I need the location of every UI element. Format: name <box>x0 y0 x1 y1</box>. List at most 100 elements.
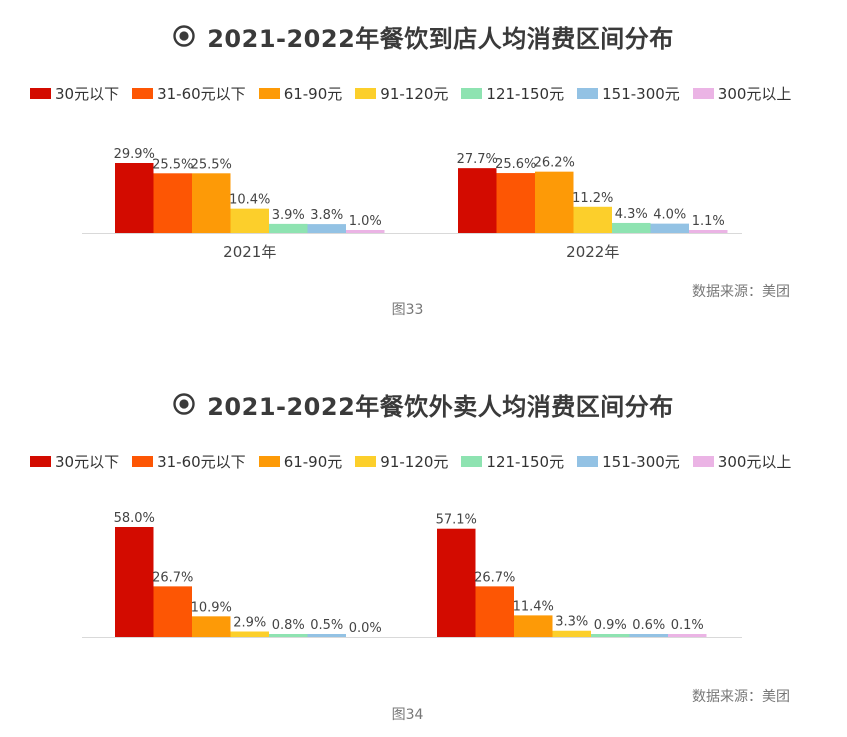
bar <box>535 171 574 233</box>
chart-legend: 30元以下 31-60元以下 61-90元 91-120元 121-150元 151-30… <box>30 451 804 471</box>
legend-item: 91-120元 <box>355 451 448 472</box>
category-label: 2022年 <box>566 243 619 261</box>
bar <box>552 630 591 637</box>
chart-title-row: 2021-2022年餐饮到店人均消费区间分布 <box>0 18 847 54</box>
chart-legend: 30元以下 31-60元以下 61-90元 91-120元 121-150元 151-30… <box>30 83 804 103</box>
legend-item: 31-60元以下 <box>132 451 246 472</box>
data-label: 11.4% <box>513 599 554 614</box>
legend-swatch <box>132 87 154 99</box>
data-label: 26.2% <box>534 156 575 171</box>
data-label: 1.1% <box>692 214 725 229</box>
legend-swatch <box>461 455 483 467</box>
legend-label: 151-300元 <box>602 84 680 103</box>
target-icon <box>173 393 195 415</box>
data-label: 11.2% <box>572 191 613 206</box>
legend-item: 300元以上 <box>692 83 792 104</box>
data-source: 数据来源：美团 <box>692 284 790 300</box>
chart-title: 2021-2022年餐饮到店人均消费区间分布 <box>207 24 674 53</box>
legend-swatch <box>355 87 377 99</box>
legend-swatch <box>692 455 714 467</box>
data-label: 25.5% <box>152 157 193 172</box>
target-icon <box>173 25 195 47</box>
bar <box>115 163 154 233</box>
data-label: 3.9% <box>272 208 305 223</box>
legend-label: 121-150元 <box>486 84 565 103</box>
legend-label: 91-120元 <box>380 84 449 103</box>
legend-swatch <box>461 87 483 99</box>
data-label: 25.5% <box>191 157 232 172</box>
legend-label: 151-300元 <box>602 452 680 471</box>
bar <box>192 173 231 233</box>
chart-title: 2021-2022年餐饮外卖人均消费区间分布 <box>207 392 674 421</box>
data-label: 0.0% <box>349 621 382 636</box>
data-label: 0.9% <box>594 618 627 633</box>
data-label: 3.8% <box>310 208 343 223</box>
bar <box>153 586 192 637</box>
bar <box>307 634 346 637</box>
category-label: 2021年 <box>223 243 276 261</box>
data-label: 4.3% <box>615 207 648 222</box>
bar <box>153 173 192 233</box>
chart-panel-delivery: 2021-2022年餐饮外卖人均消费区间分布 30元以下 31-60元以下 61-9… <box>0 368 847 737</box>
data-label: 29.9% <box>114 147 155 162</box>
bar <box>650 223 689 233</box>
legend-label: 91-120元 <box>380 452 449 471</box>
bar <box>437 528 476 637</box>
data-label: 0.5% <box>310 618 343 633</box>
data-label: 0.1% <box>671 618 704 633</box>
bar <box>307 224 346 233</box>
bar-chart: 29.9%25.5%25.5%10.4%3.9% 3.8% 1.0%2021年27.… <box>82 147 742 261</box>
data-label: 25.6% <box>495 157 536 172</box>
data-label: 27.7% <box>457 152 498 167</box>
data-label: 58.0% <box>114 511 155 526</box>
legend-label: 61-90元 <box>283 452 343 471</box>
legend-label: 31-60元以下 <box>157 452 246 471</box>
legend-swatch <box>355 455 377 467</box>
bar <box>458 168 497 233</box>
legend-item: 300元以上 <box>692 451 792 472</box>
legend-label: 300元以上 <box>717 452 792 471</box>
chart-title-row: 2021-2022年餐饮外卖人均消费区间分布 <box>0 386 847 422</box>
legend-item: 30元以下 <box>30 83 119 104</box>
legend-item: 31-60元以下 <box>132 83 246 104</box>
bar <box>230 631 269 637</box>
legend-item: 151-300元 <box>577 83 680 104</box>
bar <box>629 634 668 637</box>
bar-chart: 58.0%26.7%10.9%2.9%0.8%0.5%0.0%2021年57.1… <box>82 511 742 638</box>
bar <box>496 173 535 233</box>
data-label: 10.9% <box>191 600 232 615</box>
bar <box>192 616 231 637</box>
bar <box>475 586 514 637</box>
legend-swatch <box>258 87 280 99</box>
data-label: 1.0% <box>349 214 382 229</box>
figure-caption: 图33 <box>391 302 424 318</box>
legend-item: 91-120元 <box>355 83 448 104</box>
data-label: 10.4% <box>229 193 270 208</box>
legend-swatch <box>577 455 599 467</box>
bar <box>689 230 728 233</box>
legend-item: 30元以下 <box>30 451 119 472</box>
legend-label: 61-90元 <box>283 84 343 103</box>
data-label: 57.1% <box>436 513 477 528</box>
legend-swatch <box>132 455 154 467</box>
chart-panel-dine-in: 2021-2022年餐饮到店人均消费区间分布 30元以下 31-60元以下 61-9… <box>0 0 847 330</box>
legend-label: 121-150元 <box>486 452 565 471</box>
figure-caption: 图34 <box>391 707 424 723</box>
legend-swatch <box>258 455 280 467</box>
legend-label: 30元以下 <box>55 84 120 103</box>
legend-item: 61-90元 <box>258 451 343 472</box>
legend-swatch <box>30 87 51 99</box>
legend-swatch <box>577 87 599 99</box>
legend-label: 300元以上 <box>717 84 792 103</box>
legend-item: 151-300元 <box>577 451 680 472</box>
data-label: 0.6% <box>632 618 665 633</box>
legend-item: 61-90元 <box>258 83 343 104</box>
data-label: 0.8% <box>272 618 305 633</box>
bar <box>115 527 154 637</box>
bar <box>346 230 385 233</box>
bar <box>591 634 630 637</box>
bar <box>612 222 651 233</box>
data-label: 26.7% <box>152 570 193 585</box>
legend-label: 31-60元以下 <box>157 84 246 103</box>
bar <box>573 206 612 233</box>
